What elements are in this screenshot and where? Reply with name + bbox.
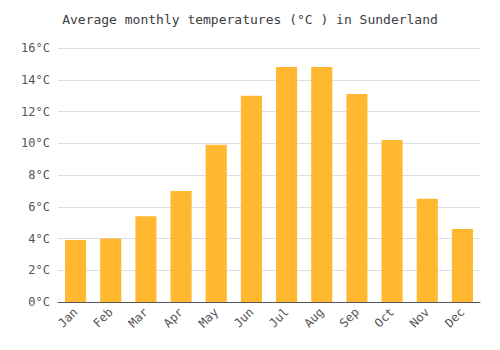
svg-text:Sep: Sep [337, 305, 362, 330]
svg-text:Dec: Dec [442, 305, 467, 330]
svg-text:4°C: 4°C [28, 232, 50, 246]
svg-text:Jul: Jul [266, 305, 291, 330]
svg-text:12°C: 12°C [21, 105, 50, 119]
svg-text:Aug: Aug [301, 305, 326, 330]
svg-text:Jan: Jan [55, 305, 80, 330]
svg-text:Oct: Oct [372, 305, 397, 330]
svg-text:Average monthly temperatures (: Average monthly temperatures (°C ) in Su… [62, 12, 438, 27]
svg-text:2°C: 2°C [28, 263, 50, 277]
svg-text:May: May [196, 305, 221, 330]
svg-text:10°C: 10°C [21, 136, 50, 150]
svg-text:16°C: 16°C [21, 41, 50, 55]
svg-text:Apr: Apr [161, 305, 186, 330]
svg-text:14°C: 14°C [21, 73, 50, 87]
svg-text:Jun: Jun [231, 305, 256, 330]
svg-text:Feb: Feb [90, 305, 115, 330]
svg-text:8°C: 8°C [28, 168, 50, 182]
svg-text:6°C: 6°C [28, 200, 50, 214]
svg-text:0°C: 0°C [28, 295, 50, 309]
svg-text:Nov: Nov [407, 305, 432, 330]
svg-text:Mar: Mar [126, 305, 151, 330]
